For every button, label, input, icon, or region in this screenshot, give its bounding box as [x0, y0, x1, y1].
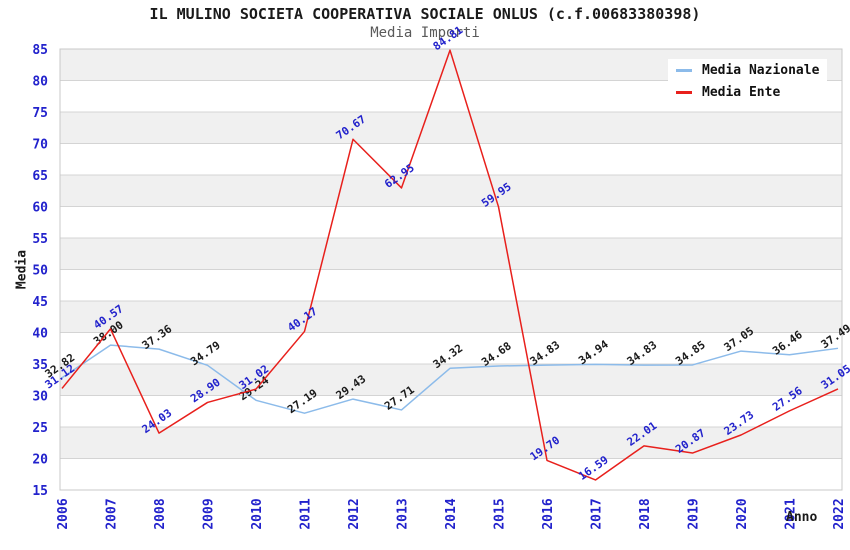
- x-tick-label: 2016: [541, 498, 556, 529]
- y-tick-label: 25: [32, 421, 48, 436]
- media-ente-line-swatch: [676, 90, 692, 94]
- x-tick-label: 2011: [299, 498, 314, 529]
- y-axis-title: Media: [14, 249, 30, 290]
- legend-label: Media Nazionale: [702, 62, 820, 78]
- x-tick-label: 2015: [493, 498, 508, 529]
- background-band: [60, 175, 842, 207]
- x-tick-label: 2009: [202, 498, 217, 529]
- x-tick-label: 2021: [784, 498, 799, 529]
- x-tick-label: 2007: [105, 498, 120, 529]
- data-label: 34.85: [673, 338, 708, 368]
- y-tick-label: 85: [32, 43, 48, 58]
- x-tick-label: 2018: [638, 498, 653, 529]
- x-tick-label: 2014: [444, 498, 459, 529]
- background-band: [60, 238, 842, 270]
- y-tick-label: 20: [32, 453, 48, 468]
- x-tick-label: 2010: [250, 498, 265, 529]
- y-tick-label: 80: [32, 75, 48, 90]
- background-band: [60, 364, 842, 396]
- y-tick-label: 35: [32, 358, 48, 373]
- x-tick-label: 2020: [735, 498, 750, 529]
- x-tick-label: 2017: [590, 498, 605, 529]
- x-tick-label: 2019: [687, 498, 702, 529]
- chart-subtitle: Media Importi: [370, 25, 480, 41]
- media-nazionale-line-swatch: [676, 68, 692, 72]
- y-tick-label: 40: [32, 327, 48, 342]
- y-tick-label: 55: [32, 232, 48, 247]
- background-band: [60, 301, 842, 333]
- y-tick-label: 15: [32, 484, 48, 499]
- chart-title: IL MULINO SOCIETA COOPERATIVA SOCIALE ON…: [149, 5, 701, 23]
- x-axis-title: Anno: [786, 510, 818, 525]
- y-tick-label: 45: [32, 295, 48, 310]
- y-tick-label: 65: [32, 169, 48, 184]
- data-label: 34.94: [576, 337, 611, 367]
- y-tick-label: 75: [32, 106, 48, 121]
- series-line-media-nazionale: [61, 344, 839, 414]
- y-tick-label: 50: [32, 264, 48, 279]
- legend-label: Media Ente: [702, 84, 781, 100]
- y-tick-label: 70: [32, 138, 48, 153]
- background-band: [60, 112, 842, 144]
- background-band: [60, 427, 842, 459]
- series-line-media-ente: [61, 49, 839, 481]
- x-tick-label: 2008: [153, 498, 168, 529]
- x-tick-label: 2012: [347, 498, 362, 529]
- x-tick-label: 2006: [56, 498, 71, 529]
- plot-border: [59, 48, 843, 491]
- legend-item-media-nazionale: Media Nazionale: [668, 59, 828, 81]
- legend-item-media-ente: Media Ente: [668, 81, 828, 103]
- y-tick-label: 30: [32, 390, 48, 405]
- x-tick-label: 2013: [396, 498, 411, 529]
- x-tick-label: 2022: [832, 498, 847, 529]
- y-tick-label: 60: [32, 201, 48, 216]
- legend: Media Nazionale Media Ente: [668, 59, 828, 103]
